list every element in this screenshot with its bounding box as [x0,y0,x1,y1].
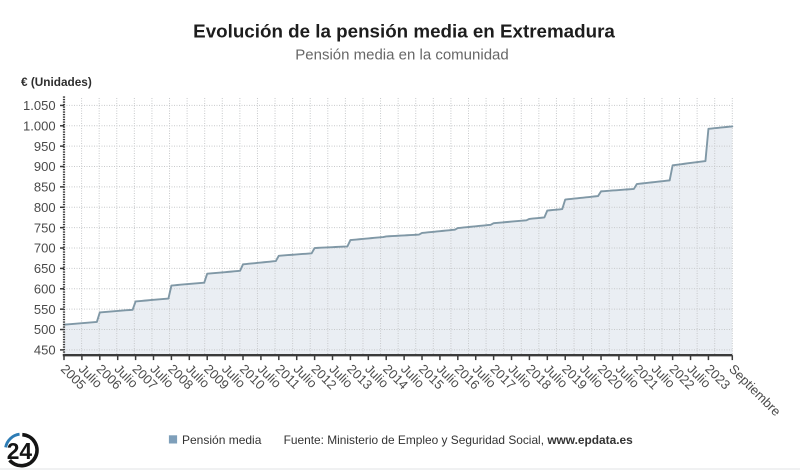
svg-text:1.000: 1.000 [23,118,56,133]
svg-text:950: 950 [34,139,56,154]
svg-text:Fuente: Ministerio de Empleo y: Fuente: Ministerio de Empleo y Seguridad… [284,433,634,447]
svg-text:Pensión media en la comunidad: Pensión media en la comunidad [295,47,508,64]
svg-text:450: 450 [34,343,56,358]
svg-text:1.050: 1.050 [23,98,56,113]
svg-text:Evolución de la pensión media: Evolución de la pensión media en Extrema… [193,20,615,41]
svg-text:24: 24 [7,438,33,464]
svg-text:600: 600 [34,281,56,296]
svg-text:550: 550 [34,302,56,317]
svg-text:700: 700 [34,241,56,256]
svg-text:750: 750 [34,220,56,235]
svg-text:Pensión media: Pensión media [182,433,262,447]
svg-text:800: 800 [34,200,56,215]
svg-text:500: 500 [34,322,56,337]
svg-text:900: 900 [34,159,56,174]
svg-text:€ (Unidades): € (Unidades) [21,75,92,89]
svg-text:650: 650 [34,261,56,276]
svg-text:850: 850 [34,180,56,195]
